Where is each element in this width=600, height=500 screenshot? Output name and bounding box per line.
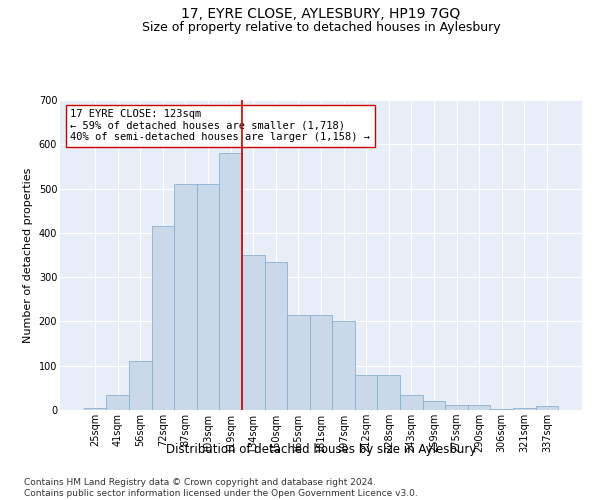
Bar <box>152 226 174 410</box>
Bar <box>197 184 220 410</box>
Bar <box>445 404 468 410</box>
Bar <box>468 404 490 410</box>
Bar <box>84 408 106 410</box>
Bar <box>129 362 152 410</box>
Text: Distribution of detached houses by size in Aylesbury: Distribution of detached houses by size … <box>166 442 476 456</box>
Y-axis label: Number of detached properties: Number of detached properties <box>23 168 33 342</box>
Bar <box>536 406 558 410</box>
Text: Contains HM Land Registry data © Crown copyright and database right 2024.
Contai: Contains HM Land Registry data © Crown c… <box>24 478 418 498</box>
Bar <box>220 153 242 410</box>
Text: 17, EYRE CLOSE, AYLESBURY, HP19 7GQ: 17, EYRE CLOSE, AYLESBURY, HP19 7GQ <box>181 8 461 22</box>
Bar <box>265 262 287 410</box>
Bar <box>332 322 355 410</box>
Bar <box>355 374 377 410</box>
Bar <box>174 184 197 410</box>
Bar <box>400 394 422 410</box>
Bar <box>513 408 536 410</box>
Text: 17 EYRE CLOSE: 123sqm
← 59% of detached houses are smaller (1,718)
40% of semi-d: 17 EYRE CLOSE: 123sqm ← 59% of detached … <box>70 110 370 142</box>
Bar <box>377 374 400 410</box>
Text: Size of property relative to detached houses in Aylesbury: Size of property relative to detached ho… <box>142 21 500 34</box>
Bar <box>310 315 332 410</box>
Bar <box>422 401 445 410</box>
Bar <box>287 315 310 410</box>
Bar <box>106 394 129 410</box>
Bar <box>242 255 265 410</box>
Bar <box>490 408 513 410</box>
